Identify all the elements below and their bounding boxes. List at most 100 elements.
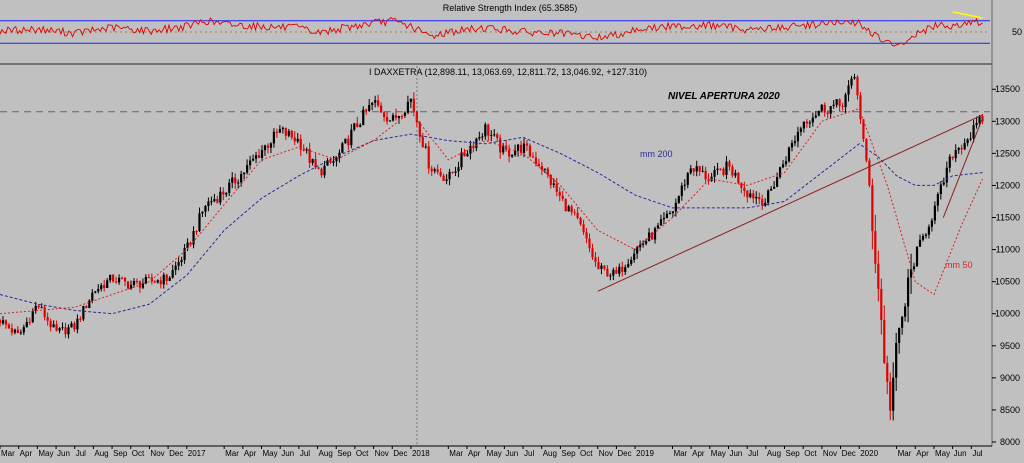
x-tick-label: Mar: [225, 449, 239, 458]
candle-body: [126, 281, 130, 289]
candle-body: [519, 144, 523, 153]
candle-body: [716, 168, 719, 171]
candle: [909, 253, 913, 294]
candle: [183, 244, 186, 264]
candle: [942, 177, 945, 186]
candle: [198, 207, 201, 232]
candle-body: [388, 120, 392, 122]
candle: [832, 100, 835, 109]
candle: [88, 299, 91, 309]
candle-body: [442, 175, 445, 181]
candle-body: [713, 170, 716, 177]
candle-body: [764, 202, 767, 206]
candle-body: [600, 265, 603, 269]
candle: [40, 303, 43, 309]
candle: [79, 316, 82, 323]
candle-body: [257, 155, 261, 158]
candle-body: [591, 248, 594, 258]
candle-body: [174, 265, 177, 271]
candle-body: [19, 332, 22, 334]
x-tick-label: May: [263, 449, 278, 458]
candle: [805, 119, 808, 128]
candle-body: [70, 323, 73, 328]
candle-body: [621, 266, 624, 272]
candle-body: [588, 238, 591, 249]
candle-body: [269, 143, 273, 148]
candle: [767, 189, 770, 206]
candle-body: [445, 179, 448, 181]
candle: [284, 127, 287, 140]
candle-body: [460, 152, 463, 168]
candle: [293, 131, 296, 146]
candle-body: [737, 172, 740, 184]
x-tick-label: Aug: [543, 449, 557, 458]
candle-body: [853, 77, 856, 79]
candle-body: [594, 257, 597, 262]
candle: [725, 155, 728, 180]
candle-body: [784, 161, 788, 165]
candle-body: [251, 158, 255, 161]
candle: [948, 154, 951, 173]
candle: [674, 198, 677, 217]
candle-body: [55, 324, 58, 331]
candle-body: [516, 144, 520, 151]
candle-body: [341, 143, 344, 153]
candle-body: [180, 259, 183, 263]
candle-body: [508, 149, 511, 157]
candle: [117, 274, 121, 285]
candle-body: [701, 170, 704, 172]
candle: [28, 317, 31, 325]
candle: [433, 167, 436, 174]
candle: [883, 305, 886, 365]
candle: [481, 133, 484, 141]
candle: [880, 278, 883, 335]
candle-body: [222, 191, 225, 195]
candle: [829, 106, 832, 119]
candle: [597, 256, 600, 270]
candle: [463, 148, 466, 157]
x-tick-label: 2017: [188, 449, 206, 458]
candle-body: [246, 165, 249, 173]
rsi-level-label: 50: [1012, 27, 1022, 37]
candle: [841, 102, 844, 111]
candle: [234, 173, 237, 189]
candle-body: [320, 168, 323, 176]
candle-body: [186, 242, 189, 249]
candle: [519, 140, 523, 156]
candle: [269, 142, 273, 154]
candle-body: [778, 167, 782, 178]
candle: [957, 146, 960, 154]
candle: [454, 166, 457, 177]
candle: [633, 248, 636, 263]
candle-body: [487, 124, 490, 136]
candle: [656, 222, 660, 230]
candle-body: [561, 195, 564, 199]
candle-body: [814, 115, 817, 118]
candle-body: [225, 192, 228, 195]
rsi-line: [0, 17, 983, 47]
candle-body: [359, 125, 362, 127]
x-tick-label: Jul: [76, 449, 86, 458]
candle: [624, 264, 627, 276]
candle: [921, 233, 925, 242]
candle: [237, 179, 240, 189]
candle-body: [615, 269, 618, 274]
x-tick-label: May: [711, 449, 726, 458]
candle: [636, 245, 639, 259]
candle-body: [171, 270, 174, 278]
candle: [945, 161, 948, 188]
candle-body: [668, 213, 672, 215]
candle-body: [549, 174, 552, 185]
candle-body: [120, 277, 124, 279]
candle-body: [674, 202, 677, 212]
candle-body: [278, 129, 281, 133]
x-tick-label: Nov: [375, 449, 389, 458]
candle-body: [123, 278, 127, 282]
candle-body: [207, 201, 210, 206]
x-tick-label: Apr: [244, 449, 257, 458]
candle: [710, 172, 713, 182]
candle: [936, 192, 939, 212]
candle-body: [945, 167, 948, 183]
candle: [951, 156, 954, 161]
x-tick-label: Apr: [916, 449, 929, 458]
